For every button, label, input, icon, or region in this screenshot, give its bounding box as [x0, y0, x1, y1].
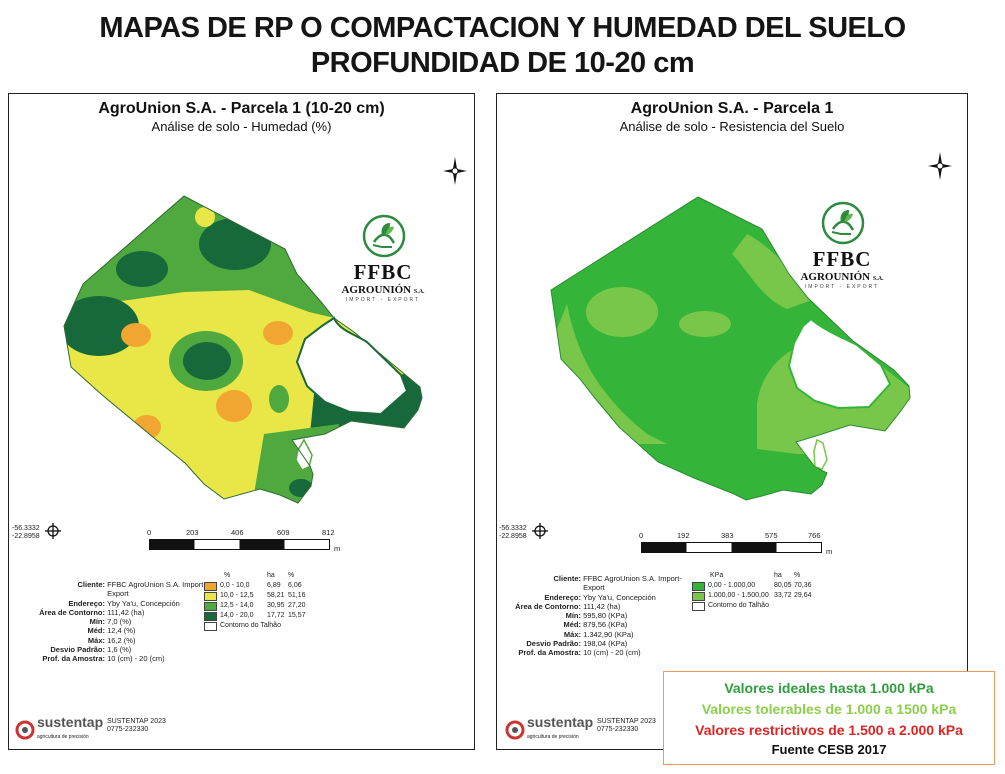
ideal-values: Valores ideales hasta 1.000 kPa — [724, 680, 934, 696]
humidity-map — [63, 195, 423, 504]
coordinates: -56.3332 -22.8958 — [12, 525, 40, 540]
logo-company: AGROUNIÓN S.A. — [341, 284, 425, 296]
main-title-line-1: MAPAS DE RP O COMPACTACION Y HUMEDAD DEL… — [99, 12, 906, 44]
soil-info: Cliente: FFBC AgroUnion S.A. Import- Exp… — [515, 574, 682, 658]
map-subtitle: Análise de solo - Resistencia del Suelo — [619, 119, 845, 134]
map-title: AgroUnion S.A. - Parcela 1 — [630, 100, 834, 117]
north-arrow-icon — [928, 152, 952, 180]
field-outline — [63, 195, 423, 504]
logo-tagline: IMPORT - EXPORT — [804, 284, 880, 290]
excluded-area — [295, 316, 409, 416]
north-arrow-icon — [443, 157, 467, 185]
map-subtitle: Análise de solo - Humedad (%) — [151, 119, 332, 134]
main-title-line-2: PROFUNDIDAD DE 10-20 cm — [310, 47, 695, 79]
crosshair-icon — [45, 523, 61, 539]
sustentap-swirl-icon — [505, 720, 525, 740]
humidity-legend: % ha % 0,0 - 10,0 6,89 6,06 10,0 - 12,5 … — [204, 572, 314, 642]
logo-company: AGROUNIÓN S.A. — [800, 271, 884, 283]
crosshair-icon — [532, 523, 548, 539]
coordinates: -56.3332 -22.8958 — [499, 525, 527, 540]
resistance-legend: KPa ha % 0,00 - 1.000,00 80,05 70,36 1.0… — [692, 572, 822, 622]
field-outline — [550, 196, 911, 501]
resistance-reference-box: Valores ideales hasta 1.000 kPa Valores … — [663, 671, 995, 765]
logo-tagline: IMPORT - EXPORT — [345, 297, 421, 303]
ffbc-agrounion-logo: FFBC AGROUNIÓN S.A. IMPORT - EXPORT — [797, 201, 887, 296]
restrictive-values: Valores restrictivos de 1.500 a 2.000 kP… — [695, 722, 963, 738]
footer-text: SUSTENTAP 2023 0775-232330 — [597, 718, 656, 733]
sustentap-swirl-icon — [15, 720, 35, 740]
excluded-area — [787, 317, 892, 410]
resistance-map — [550, 196, 911, 501]
ffbc-agrounion-logo: FFBC AGROUNIÓN S.A. IMPORT - EXPORT — [338, 214, 428, 309]
soil-info: Cliente: FFBC AgroUnion S.A. Import- Exp… — [39, 580, 206, 664]
tolerable-values: Valores tolerables de 1.000 a 1500 kPa — [701, 701, 957, 717]
hands-leaf-icon — [821, 201, 865, 245]
hands-leaf-icon — [362, 214, 406, 258]
reference-source: Fuente CESB 2017 — [771, 742, 887, 757]
logo-name: FFBC — [353, 260, 413, 284]
logo-name: FFBC — [812, 247, 872, 271]
resistance-map-panel: AgroUnion S.A. - Parcela 1 Análise de so… — [496, 93, 968, 750]
footer-text: SUSTENTAP 2023 0775-232330 — [107, 718, 166, 733]
humidity-map-panel: AgroUnion S.A. - Parcela 1 (10-20 cm) An… — [8, 93, 475, 750]
map-title: AgroUnion S.A. - Parcela 1 (10-20 cm) — [98, 100, 385, 117]
